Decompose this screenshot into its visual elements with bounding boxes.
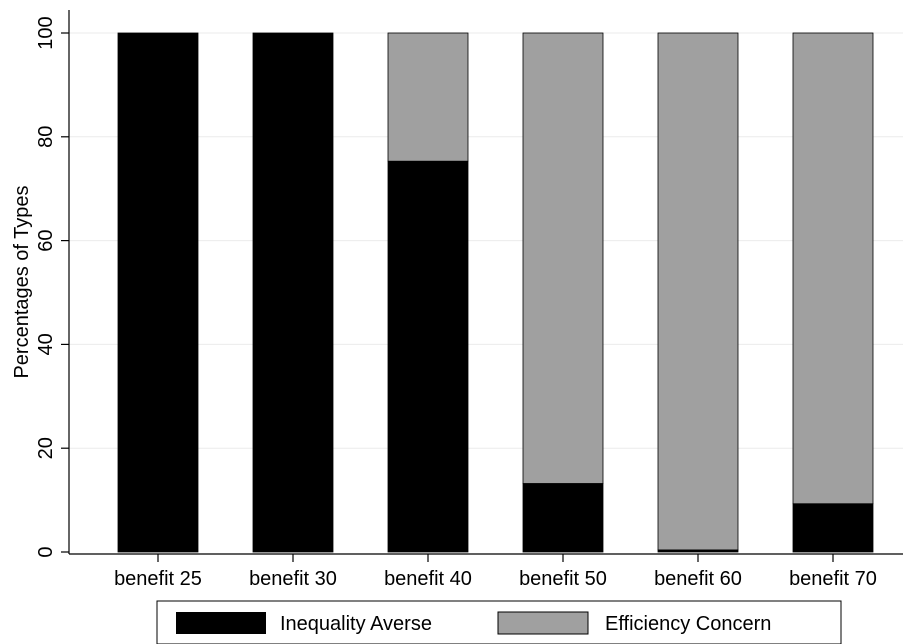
legend-box: [156, 600, 842, 644]
legend: Inequality Averse Efficiency Concern: [156, 600, 842, 644]
bar-inequality-averse: [387, 160, 469, 553]
y-ticks: 0 20 40 60 80 100: [35, 16, 69, 558]
x-tick-label: benefit 50: [519, 568, 607, 590]
legend-swatch-efficiency-concern: [497, 611, 589, 635]
legend-label-efficiency-concern: Efficiency Concern: [605, 613, 771, 635]
x-tick-label: benefit 60: [654, 568, 742, 590]
x-tick-label: benefit 40: [384, 568, 472, 590]
y-axis-label: Percentages of Types: [11, 185, 33, 378]
x-tick-label: benefit 70: [789, 568, 877, 590]
bar-inequality-averse: [522, 483, 604, 553]
bars: [117, 32, 874, 553]
x-tick-label: benefit 25: [114, 568, 202, 590]
bar-inequality-averse: [792, 503, 874, 553]
legend-swatch-inequality-averse: [176, 612, 266, 634]
grid-lines: [69, 32, 903, 449]
x-tick-label: benefit 30: [249, 568, 337, 590]
y-tick-label: 0: [35, 546, 57, 557]
y-tick-label: 100: [35, 16, 57, 49]
x-tick-labels: benefit 25 benefit 30 benefit 40 benefit 50…: [114, 554, 877, 590]
bar-efficiency-concern: [387, 32, 469, 162]
legend-label-inequality-averse: Inequality Averse: [280, 613, 432, 635]
y-tick-label: 60: [35, 229, 57, 251]
bar-efficiency-concern: [522, 32, 604, 484]
bar-efficiency-concern: [792, 32, 874, 505]
axes: [68, 10, 903, 555]
bar-inequality-averse: [117, 32, 199, 553]
bar-efficiency-concern: [657, 32, 739, 551]
y-tick-label: 20: [35, 437, 57, 459]
y-tick-label: 80: [35, 126, 57, 148]
y-tick-label: 40: [35, 333, 57, 355]
bar-inequality-averse: [252, 32, 334, 553]
